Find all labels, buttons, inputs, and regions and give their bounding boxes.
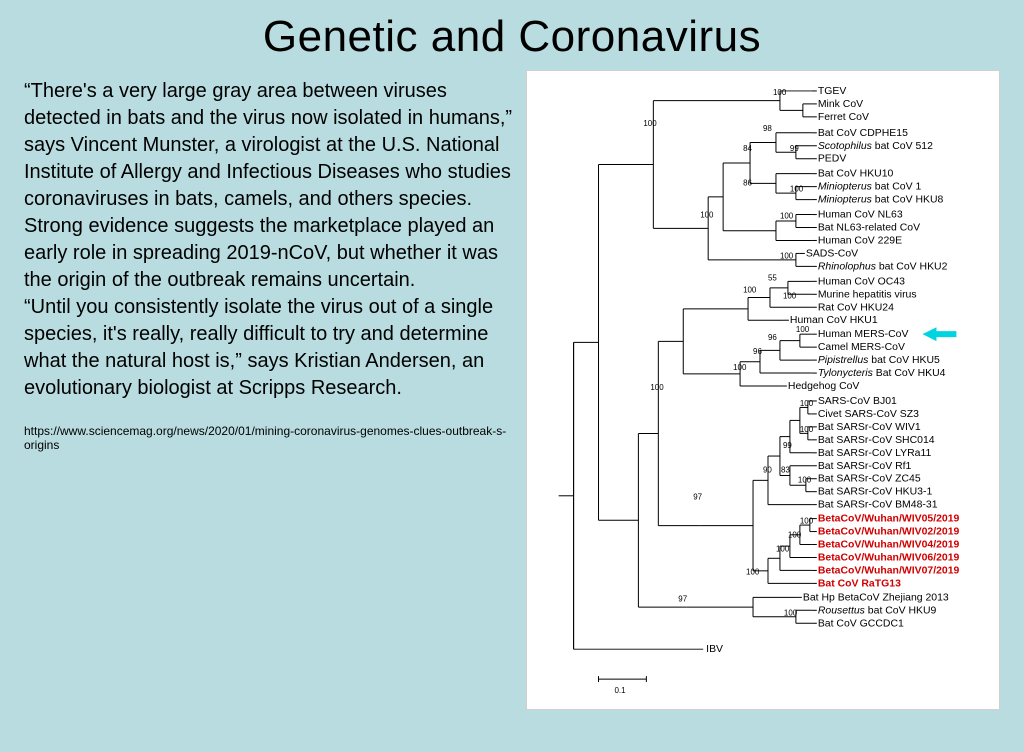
- svg-text:Miniopterus bat CoV 1: Miniopterus bat CoV 1: [818, 182, 922, 193]
- paragraph-1: “There's a very large gray area between …: [24, 78, 514, 294]
- svg-text:Miniopterus bat CoV HKU8: Miniopterus bat CoV HKU8: [818, 195, 944, 206]
- paragraph-2: “Until you consistently isolate the viru…: [24, 294, 514, 402]
- page-title: Genetic and Coronavirus: [0, 0, 1024, 62]
- svg-text:BetaCoV/Wuhan/WIV07/2019: BetaCoV/Wuhan/WIV07/2019: [818, 565, 960, 576]
- svg-text:Rousettus bat CoV HKU9: Rousettus bat CoV HKU9: [818, 605, 937, 616]
- phylogenetic-tree-panel: TGEV Mink CoV Ferret CoV Bat CoV CDPHE15 Sco…: [526, 70, 1000, 710]
- svg-text:Human CoV 229E: Human CoV 229E: [818, 235, 902, 246]
- svg-text:Bat CoV RaTG13: Bat CoV RaTG13: [818, 578, 901, 589]
- svg-text:Human CoV OC43: Human CoV OC43: [818, 276, 905, 287]
- svg-text:Bat Hp BetaCoV Zhejiang 2013: Bat Hp BetaCoV Zhejiang 2013: [803, 592, 949, 603]
- svg-text:Tylonycteris Bat CoV HKU4: Tylonycteris Bat CoV HKU4: [818, 368, 946, 379]
- svg-text:Bat SARSr-CoV ZC45: Bat SARSr-CoV ZC45: [818, 474, 921, 485]
- svg-text:100: 100: [800, 517, 814, 526]
- svg-text:Mink CoV: Mink CoV: [818, 99, 863, 110]
- text-column: “There's a very large gray area between …: [24, 70, 514, 710]
- svg-text:IBV: IBV: [706, 644, 723, 655]
- svg-text:Rhinolophus bat CoV HKU2: Rhinolophus bat CoV HKU2: [818, 261, 948, 272]
- svg-text:TGEV: TGEV: [818, 86, 846, 97]
- svg-text:Bat CoV CDPHE15: Bat CoV CDPHE15: [818, 128, 908, 139]
- svg-text:100: 100: [780, 212, 794, 221]
- svg-text:Scotophilus bat CoV 512: Scotophilus bat CoV 512: [818, 141, 933, 152]
- svg-text:100: 100: [790, 185, 804, 194]
- svg-text:BetaCoV/Wuhan/WIV05/2019: BetaCoV/Wuhan/WIV05/2019: [818, 514, 960, 525]
- svg-text:Bat SARSr-CoV BM48-31: Bat SARSr-CoV BM48-31: [818, 500, 938, 511]
- svg-text:Civet SARS-CoV SZ3: Civet SARS-CoV SZ3: [818, 409, 919, 420]
- svg-text:100: 100: [773, 88, 787, 97]
- svg-text:Bat SARSr-CoV LYRa11: Bat SARSr-CoV LYRa11: [818, 448, 932, 459]
- svg-text:Pipistrellus bat CoV HKU5: Pipistrellus bat CoV HKU5: [818, 355, 940, 366]
- svg-text:100: 100: [798, 476, 812, 485]
- svg-text:100: 100: [643, 119, 657, 128]
- svg-text:Bat SARSr-CoV HKU3-1: Bat SARSr-CoV HKU3-1: [818, 487, 933, 498]
- svg-text:100: 100: [788, 531, 802, 540]
- svg-text:Bat SARSr-CoV SHC014: Bat SARSr-CoV SHC014: [818, 435, 935, 446]
- content-row: “There's a very large gray area between …: [0, 62, 1024, 710]
- svg-text:Human MERS-CoV: Human MERS-CoV: [818, 329, 909, 340]
- svg-text:83: 83: [781, 466, 790, 475]
- svg-text:100: 100: [743, 285, 757, 294]
- svg-text:100: 100: [776, 544, 790, 553]
- svg-text:SARS-CoV BJ01: SARS-CoV BJ01: [818, 396, 897, 407]
- svg-text:BetaCoV/Wuhan/WIV06/2019: BetaCoV/Wuhan/WIV06/2019: [818, 552, 960, 563]
- svg-text:Ferret CoV: Ferret CoV: [818, 112, 869, 123]
- svg-text:SADS-CoV: SADS-CoV: [806, 248, 858, 259]
- svg-text:100: 100: [780, 251, 794, 260]
- svg-text:BetaCoV/Wuhan/WIV04/2019: BetaCoV/Wuhan/WIV04/2019: [818, 540, 960, 551]
- body-text: “There's a very large gray area between …: [24, 78, 514, 402]
- citation-url: https://www.sciencemag.org/news/2020/01/…: [24, 424, 514, 452]
- svg-text:Rat CoV HKU24: Rat CoV HKU24: [818, 302, 894, 313]
- svg-text:97: 97: [678, 594, 687, 603]
- svg-text:100: 100: [800, 399, 814, 408]
- svg-text:100: 100: [700, 211, 714, 220]
- svg-text:0.1: 0.1: [614, 686, 626, 695]
- svg-text:Hedgehog CoV: Hedgehog CoV: [788, 381, 860, 392]
- svg-text:Bat CoV HKU10: Bat CoV HKU10: [818, 169, 894, 180]
- svg-text:90: 90: [763, 466, 772, 475]
- svg-text:Human CoV NL63: Human CoV NL63: [818, 210, 903, 221]
- svg-text:99: 99: [790, 144, 799, 153]
- svg-text:PEDV: PEDV: [818, 154, 846, 165]
- svg-text:55: 55: [768, 273, 777, 282]
- svg-text:100: 100: [783, 291, 797, 300]
- svg-text:100: 100: [784, 608, 798, 617]
- svg-text:99: 99: [783, 441, 792, 450]
- svg-text:Bat NL63-related CoV: Bat NL63-related CoV: [818, 223, 920, 234]
- svg-text:100: 100: [796, 325, 810, 334]
- svg-text:Bat CoV GCCDC1: Bat CoV GCCDC1: [818, 618, 904, 629]
- svg-text:Murine hepatitis virus: Murine hepatitis virus: [818, 289, 917, 300]
- svg-text:86: 86: [743, 179, 752, 188]
- svg-text:96: 96: [768, 333, 777, 342]
- svg-text:100: 100: [800, 425, 814, 434]
- svg-text:Bat SARSr-CoV Rf1: Bat SARSr-CoV Rf1: [818, 461, 912, 472]
- svg-text:96: 96: [753, 347, 762, 356]
- phylogenetic-tree: TGEV Mink CoV Ferret CoV Bat CoV CDPHE15 Sco…: [527, 71, 999, 709]
- svg-text:98: 98: [763, 124, 772, 133]
- svg-text:100: 100: [746, 567, 760, 576]
- svg-text:Camel MERS-CoV: Camel MERS-CoV: [818, 342, 905, 353]
- svg-text:Bat SARSr-CoV WIV1: Bat SARSr-CoV WIV1: [818, 422, 921, 433]
- svg-text:100: 100: [650, 383, 664, 392]
- svg-text:97: 97: [693, 493, 702, 502]
- svg-text:BetaCoV/Wuhan/WIV02/2019: BetaCoV/Wuhan/WIV02/2019: [818, 527, 960, 538]
- svg-text:84: 84: [743, 144, 752, 153]
- svg-text:100: 100: [733, 363, 747, 372]
